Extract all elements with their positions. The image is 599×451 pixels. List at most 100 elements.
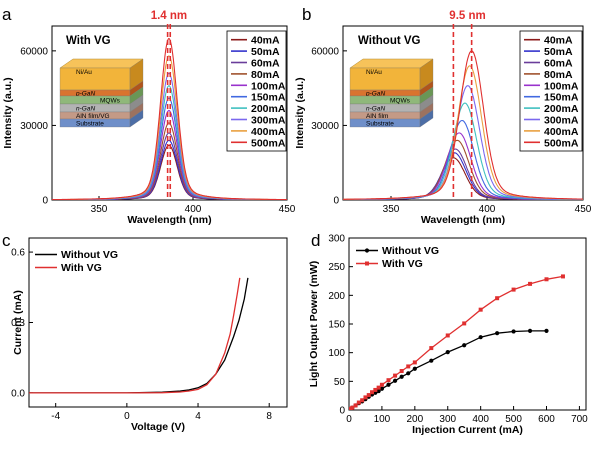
data-point <box>373 387 378 392</box>
spectrum-line-500mA <box>343 50 583 200</box>
legend-label: 500mA <box>251 137 286 149</box>
x-tick-label: 300 <box>439 414 456 425</box>
y-axis-label: Current (mA) <box>12 290 24 355</box>
x-tick-label: 8 <box>266 411 272 422</box>
data-point <box>445 333 450 338</box>
x-tick-label: 450 <box>575 204 592 215</box>
device-layer-side-5 <box>129 109 144 128</box>
x-tick-label: 450 <box>279 204 296 215</box>
data-point <box>399 374 404 379</box>
legend-label: Without VG <box>61 249 118 261</box>
x-axis-label: Injection Current (mA) <box>412 424 523 436</box>
data-point <box>544 277 549 282</box>
data-point <box>511 287 516 292</box>
legend-label: 300mA <box>544 115 579 127</box>
spectra-group <box>343 50 583 200</box>
data-point <box>527 328 533 333</box>
device-layer-label: p-GaN <box>365 90 385 97</box>
x-tick-label: 200 <box>406 414 423 425</box>
series-line-Without VG <box>350 330 547 410</box>
y-tick-label: 60000 <box>311 46 339 57</box>
legend-label: 400mA <box>544 126 579 138</box>
device-layer-label: Ni/Au <box>76 69 92 76</box>
peak-shift-annotation: 9.5 nm <box>449 10 485 22</box>
x-tick-label: 4 <box>195 411 201 422</box>
panel-a: a 350 400 450 0 30000 60000 Wavelength (nm) Int… <box>2 5 296 226</box>
data-point <box>350 405 355 410</box>
data-point <box>392 378 398 383</box>
data-point <box>370 390 375 395</box>
y-tick-label: 0 <box>333 196 339 207</box>
y-tick-label: 50 <box>334 377 346 388</box>
data-point <box>379 386 385 391</box>
x-tick-label: 400 <box>472 414 489 425</box>
y-tick-label: 60000 <box>20 46 48 57</box>
legend-label: 80mA <box>251 69 280 81</box>
legend-label: Without VG <box>382 245 439 257</box>
data-point <box>511 329 516 334</box>
panel-b-letter: b <box>302 5 311 24</box>
panel-inner-label: Without VG <box>358 35 421 47</box>
data-point <box>544 328 549 333</box>
data-point <box>363 395 368 400</box>
data-point <box>379 382 384 387</box>
legend-label: 150mA <box>251 92 286 104</box>
data-point <box>406 371 411 376</box>
y-tick-label: 100 <box>328 348 345 359</box>
device-layer-label: Ni/Au <box>366 69 382 76</box>
panel-a-letter: a <box>2 5 12 24</box>
data-point <box>406 364 411 369</box>
x-axis-label: Voltage (V) <box>131 421 185 433</box>
x-tick-label: 400 <box>185 204 202 215</box>
y-axis-label: Intensity (a.u.) <box>2 77 14 148</box>
device-layer-label: MQWs <box>390 97 411 104</box>
panel-c: c -4 0 4 8 0.0 0.3 0.6 Voltage (V) Current (mA) W… <box>2 231 288 433</box>
data-point <box>560 274 565 279</box>
legend-label: 40mA <box>251 35 280 47</box>
y-axis-label: Light Output Power (mW) <box>308 261 320 388</box>
y-tick-label: 0.3 <box>11 318 25 329</box>
legend-marker <box>365 261 369 266</box>
y-tick-label: 0 <box>339 406 345 417</box>
x-tick-label: 500 <box>505 414 522 425</box>
data-point <box>366 393 371 398</box>
legend-label: 200mA <box>251 103 286 115</box>
legend-label: 60mA <box>251 58 280 70</box>
panel-d-letter: d <box>311 231 320 250</box>
x-tick-label: 700 <box>571 414 588 425</box>
legend-label: 200mA <box>544 103 579 115</box>
device-top-face <box>349 58 434 69</box>
data-point <box>386 378 391 383</box>
y-tick-label: 150 <box>328 320 345 331</box>
series-group <box>349 274 565 410</box>
x-tick-label: 350 <box>383 204 400 215</box>
y-tick-label: 30000 <box>311 121 339 132</box>
device-layer-0 <box>59 67 131 91</box>
x-tick-label: -4 <box>51 411 60 422</box>
device-layer-label: Substrate <box>76 120 104 127</box>
x-tick-label: 0 <box>124 411 130 422</box>
series-group <box>29 277 249 394</box>
panel-inner-label: With VG <box>66 35 111 47</box>
x-axis-label: Wavelength (nm) <box>421 214 505 226</box>
device-layer-label: AlN film/VG <box>76 113 110 120</box>
device-layer-label: AlN film <box>366 113 388 120</box>
data-point <box>376 388 381 394</box>
legend-label: 500mA <box>544 137 579 149</box>
panel-c-letter: c <box>2 231 11 250</box>
data-point <box>445 349 450 355</box>
data-point <box>356 400 361 405</box>
data-point <box>412 366 417 371</box>
device-layer-label: n-GaN <box>366 105 385 112</box>
data-point <box>393 373 398 378</box>
legend-marker <box>364 248 370 253</box>
panel-d: d 0 100 200 300 400 500 600 700 0 50 100 150 200 250 3… <box>308 231 588 436</box>
data-point <box>495 296 500 301</box>
legend-label: 80mA <box>544 69 573 81</box>
data-point <box>399 369 404 374</box>
device-layer-label: MQWs <box>100 97 121 104</box>
data-point <box>429 358 434 363</box>
legend-label: With VG <box>61 262 102 274</box>
data-point <box>376 385 381 390</box>
